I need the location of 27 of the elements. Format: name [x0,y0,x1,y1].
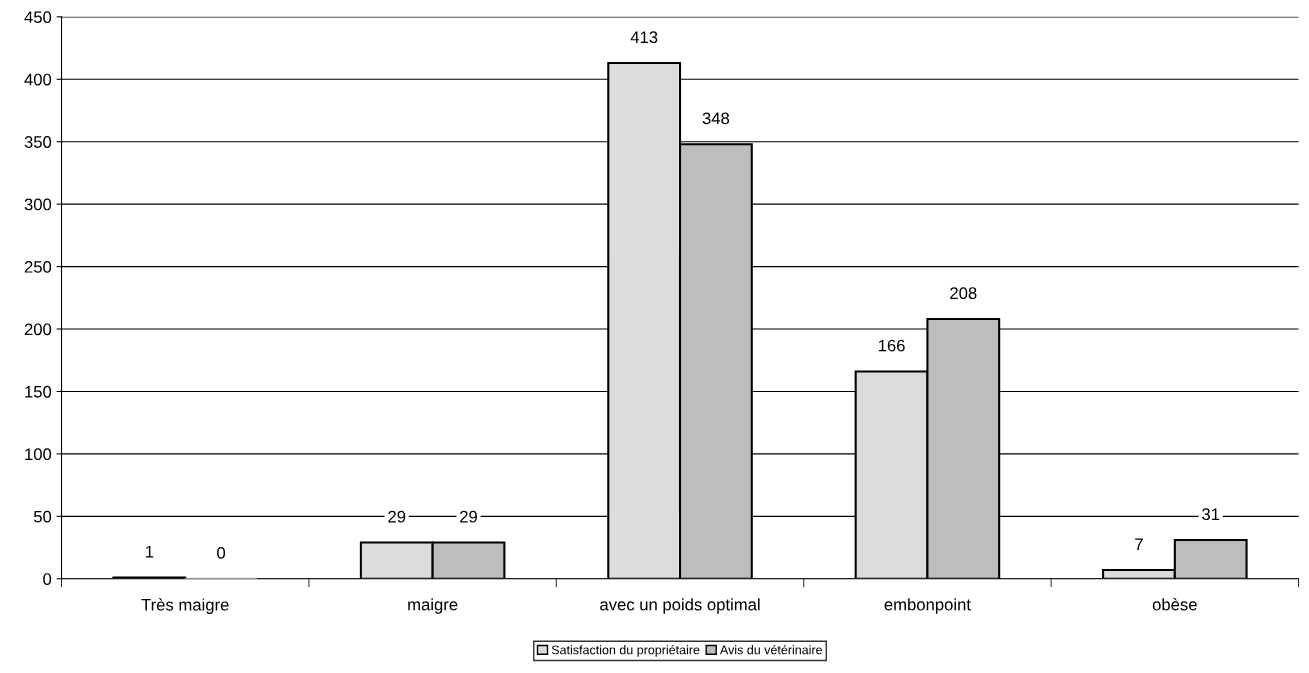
legend-label: Avis du vétérinaire [719,644,822,655]
y-tick-label: 150 [25,385,52,398]
data-label: 208 [950,287,977,300]
legend-label: Satisfaction du propriétaire [551,644,700,657]
data-label: 29 [388,510,406,523]
data-label: 31 [1202,508,1220,521]
x-tick-label: obèse [1152,598,1197,611]
data-label: 7 [1135,538,1143,550]
data-label: 1 [145,545,154,558]
x-tick-label: avec un poids optimal [600,598,760,614]
x-tick-label: maigre [408,598,458,614]
y-tick-label: 400 [24,73,52,86]
x-tick-label: Très maigre [141,598,229,614]
y-tick-label: 100 [25,448,52,461]
data-label: 348 [702,112,730,125]
y-tick-label: 300 [24,198,52,211]
y-tick-label: 250 [24,260,52,273]
data-label: 413 [630,31,658,44]
y-tick-label: 350 [24,136,52,148]
y-tick-label: 50 [33,510,52,523]
x-tick-label: embonpoint [884,598,971,614]
y-tick-label: 450 [24,11,52,24]
y-tick-label: 0 [43,573,52,585]
data-label: 29 [460,510,477,523]
y-tick-label: 200 [24,323,52,336]
data-label: 0 [217,547,226,559]
data-label: 166 [878,339,905,352]
